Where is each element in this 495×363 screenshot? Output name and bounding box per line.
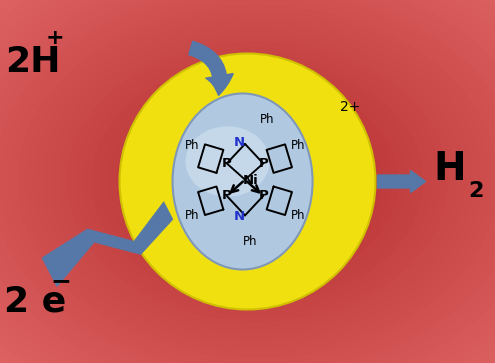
Ellipse shape — [35, 18, 480, 345]
Text: P: P — [222, 189, 232, 203]
Ellipse shape — [208, 145, 307, 218]
Text: P: P — [258, 189, 268, 203]
Ellipse shape — [186, 126, 270, 197]
Ellipse shape — [51, 30, 464, 333]
Text: −: − — [50, 269, 71, 293]
Ellipse shape — [183, 127, 332, 236]
Text: +: + — [46, 28, 65, 48]
Text: Ph: Ph — [185, 209, 199, 223]
Ellipse shape — [224, 157, 291, 206]
Ellipse shape — [173, 94, 312, 269]
Ellipse shape — [18, 6, 495, 357]
Text: N: N — [234, 136, 245, 150]
Text: Ph: Ph — [291, 139, 305, 152]
Ellipse shape — [125, 85, 390, 278]
Ellipse shape — [175, 121, 340, 242]
FancyArrow shape — [378, 171, 426, 192]
Text: Ph: Ph — [260, 113, 274, 126]
Ellipse shape — [76, 48, 439, 315]
Polygon shape — [42, 202, 173, 287]
Text: 2 e: 2 e — [4, 284, 66, 318]
Ellipse shape — [233, 163, 282, 200]
FancyArrowPatch shape — [189, 41, 233, 95]
Ellipse shape — [192, 133, 323, 230]
Ellipse shape — [43, 24, 472, 339]
Ellipse shape — [119, 53, 376, 310]
Ellipse shape — [158, 109, 356, 254]
Text: P: P — [258, 157, 268, 170]
Ellipse shape — [100, 66, 414, 297]
Ellipse shape — [134, 91, 381, 272]
Ellipse shape — [109, 73, 406, 290]
Text: Ph: Ph — [291, 209, 305, 223]
Ellipse shape — [241, 170, 274, 193]
Text: Ni: Ni — [243, 174, 259, 187]
Ellipse shape — [199, 139, 315, 224]
Ellipse shape — [142, 97, 373, 266]
Ellipse shape — [117, 79, 397, 284]
Text: 2H: 2H — [5, 45, 60, 79]
Ellipse shape — [249, 175, 266, 188]
Text: H: H — [433, 150, 466, 188]
Ellipse shape — [26, 12, 489, 351]
Ellipse shape — [10, 0, 495, 363]
Text: P: P — [222, 157, 232, 170]
Text: 2+: 2+ — [340, 100, 360, 114]
Ellipse shape — [150, 103, 365, 260]
Text: Ph: Ph — [243, 235, 257, 248]
Ellipse shape — [167, 115, 348, 248]
Text: Ph: Ph — [185, 139, 199, 152]
Text: N: N — [234, 210, 245, 223]
Ellipse shape — [68, 42, 447, 321]
Ellipse shape — [93, 61, 422, 302]
Ellipse shape — [84, 54, 431, 309]
Ellipse shape — [59, 36, 455, 327]
Ellipse shape — [216, 151, 298, 212]
Text: 2: 2 — [468, 180, 483, 201]
